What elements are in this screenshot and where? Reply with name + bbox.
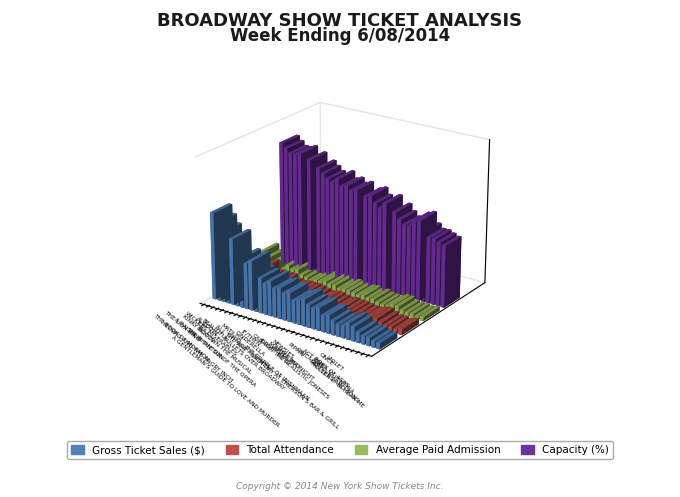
Text: Week Ending 6/08/2014: Week Ending 6/08/2014 [230, 27, 450, 45]
Text: BROADWAY SHOW TICKET ANALYSIS: BROADWAY SHOW TICKET ANALYSIS [158, 12, 522, 30]
Legend: Gross Ticket Sales ($), Total Attendance, Average Paid Admission, Capacity (%): Gross Ticket Sales ($), Total Attendance… [67, 441, 613, 460]
Text: Copyright © 2014 New York Show Tickets Inc.: Copyright © 2014 New York Show Tickets I… [236, 482, 444, 491]
